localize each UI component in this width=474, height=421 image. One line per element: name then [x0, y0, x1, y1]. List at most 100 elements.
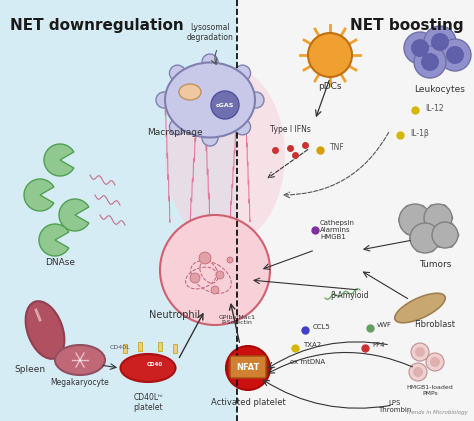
FancyBboxPatch shape	[0, 0, 237, 421]
Circle shape	[202, 54, 218, 70]
Circle shape	[453, 232, 459, 238]
Circle shape	[423, 215, 429, 221]
Text: TXA2: TXA2	[303, 342, 321, 348]
Text: HMGB1-loaded
PMPs: HMGB1-loaded PMPs	[407, 385, 453, 396]
Text: IL-1β: IL-1β	[410, 128, 429, 138]
Circle shape	[170, 119, 185, 135]
Circle shape	[199, 252, 211, 264]
Circle shape	[416, 246, 422, 252]
Circle shape	[437, 222, 442, 229]
Circle shape	[226, 346, 270, 390]
Text: TNF: TNF	[330, 144, 345, 152]
Ellipse shape	[165, 65, 285, 245]
Bar	[123, 344, 127, 353]
Circle shape	[426, 353, 444, 371]
Circle shape	[437, 242, 442, 248]
FancyArrowPatch shape	[250, 370, 263, 380]
Text: Neutrophil: Neutrophil	[149, 310, 201, 320]
Circle shape	[414, 46, 446, 78]
Text: Tumors: Tumors	[419, 260, 451, 269]
Circle shape	[439, 39, 471, 71]
Text: cGAS: cGAS	[216, 102, 234, 107]
Text: vWF: vWF	[377, 322, 392, 328]
FancyArrowPatch shape	[238, 352, 246, 365]
Ellipse shape	[395, 293, 445, 323]
Circle shape	[419, 229, 425, 235]
Circle shape	[411, 39, 429, 57]
Ellipse shape	[55, 345, 105, 375]
Circle shape	[409, 235, 415, 241]
Circle shape	[399, 204, 431, 236]
Wedge shape	[24, 179, 54, 211]
Text: CD40Lʰⁱ
platelet: CD40Lʰⁱ platelet	[133, 393, 163, 413]
Circle shape	[447, 215, 453, 221]
Text: Lysosomal
degradation: Lysosomal degradation	[187, 23, 233, 42]
FancyArrowPatch shape	[230, 361, 246, 367]
FancyArrowPatch shape	[248, 349, 251, 365]
Circle shape	[429, 205, 435, 210]
Circle shape	[156, 92, 172, 108]
FancyArrowPatch shape	[238, 370, 246, 385]
Circle shape	[413, 367, 423, 377]
Circle shape	[416, 224, 422, 230]
Circle shape	[432, 222, 458, 248]
Circle shape	[424, 204, 452, 232]
Circle shape	[431, 33, 449, 51]
Text: Spleen: Spleen	[14, 365, 46, 374]
Circle shape	[235, 119, 251, 135]
Text: GPIba/Mac1
P-Selectin: GPIba/Mac1 P-Selectin	[219, 314, 255, 325]
Circle shape	[248, 92, 264, 108]
Text: IL-12: IL-12	[425, 104, 444, 112]
Circle shape	[227, 257, 233, 263]
Text: Trends in Microbiology: Trends in Microbiology	[406, 410, 468, 415]
Text: β-Amyloid: β-Amyloid	[330, 290, 369, 299]
Text: PF4: PF4	[372, 342, 384, 348]
Text: Fibroblast: Fibroblast	[414, 320, 456, 329]
Text: Cathepsin
Alarmins
HMGB1: Cathepsin Alarmins HMGB1	[320, 220, 355, 240]
Circle shape	[429, 225, 435, 231]
Text: NET downregulation: NET downregulation	[10, 18, 184, 33]
Circle shape	[447, 222, 454, 229]
Circle shape	[419, 205, 425, 211]
Text: CD40L: CD40L	[109, 345, 130, 350]
Circle shape	[399, 217, 404, 223]
FancyArrowPatch shape	[250, 356, 263, 366]
Text: DNAse: DNAse	[45, 258, 75, 267]
Text: CD40: CD40	[147, 362, 163, 368]
Circle shape	[430, 357, 440, 367]
Circle shape	[446, 46, 464, 64]
Ellipse shape	[160, 215, 270, 325]
Bar	[173, 344, 177, 353]
Text: CCL5: CCL5	[313, 324, 331, 330]
Wedge shape	[59, 199, 89, 231]
Wedge shape	[44, 144, 74, 176]
Circle shape	[409, 363, 427, 381]
Circle shape	[428, 246, 434, 252]
Circle shape	[190, 273, 200, 283]
Circle shape	[426, 217, 432, 223]
Text: Macrophage: Macrophage	[147, 128, 203, 137]
Text: Activated platelet: Activated platelet	[210, 398, 285, 407]
Text: Type I IFNs: Type I IFNs	[270, 125, 310, 134]
Text: Leukocytes: Leukocytes	[415, 85, 465, 94]
Circle shape	[435, 235, 441, 241]
Circle shape	[170, 65, 185, 81]
Circle shape	[202, 130, 218, 146]
Circle shape	[441, 205, 447, 210]
Circle shape	[421, 53, 439, 71]
Ellipse shape	[26, 301, 64, 359]
Circle shape	[405, 229, 411, 235]
FancyBboxPatch shape	[237, 0, 474, 421]
Circle shape	[415, 347, 425, 357]
Text: NET boosting: NET boosting	[350, 18, 464, 33]
Circle shape	[211, 286, 219, 294]
Text: ox mtDNA: ox mtDNA	[290, 359, 325, 365]
Circle shape	[410, 223, 440, 253]
Circle shape	[211, 91, 239, 119]
Circle shape	[431, 232, 437, 238]
Circle shape	[216, 271, 224, 279]
Wedge shape	[39, 224, 69, 256]
FancyArrowPatch shape	[248, 371, 251, 387]
Ellipse shape	[120, 354, 175, 382]
Bar	[158, 342, 162, 351]
